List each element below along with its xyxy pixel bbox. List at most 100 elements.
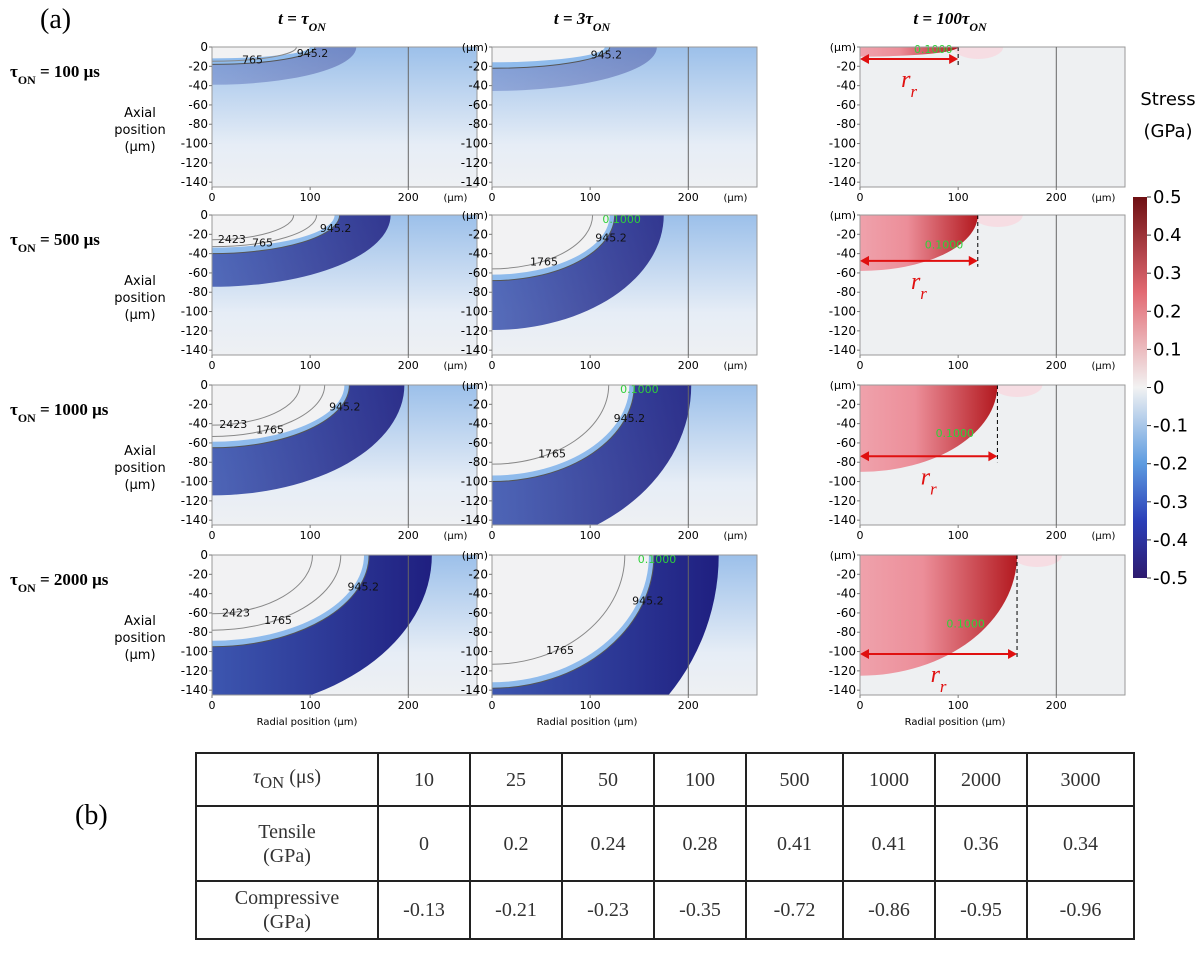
y-tick-label: -120 (181, 664, 208, 678)
text-part: r (910, 82, 917, 101)
y-tick-label: -20 (836, 567, 856, 581)
row-label-line: Compressive (234, 887, 340, 909)
y-axis-label: (μm) (124, 308, 155, 323)
subscript-label: τON = 2000 μs (10, 570, 109, 595)
y-axis-label: (μm) (124, 140, 155, 155)
y-tick-label: -40 (836, 587, 856, 601)
value-cell: -0.35 (653, 880, 747, 940)
x-axis-label: Radial position (μm) (537, 717, 638, 728)
y-axis-label: position (114, 123, 166, 138)
value-cell: -0.23 (561, 880, 655, 940)
y-tick-label: -100 (181, 137, 208, 151)
contour-label: 765 (242, 53, 263, 66)
text-part: = 1000 μs (36, 400, 109, 419)
text-part: τ (10, 400, 18, 419)
y-tick-label: -40 (836, 417, 856, 431)
y-tick-label: -140 (829, 175, 856, 189)
data-row: Tensile (GPa) 0 0.2 0.24 0.28 0.41 0.41 0.36 0.34 (195, 805, 1135, 882)
y-tick-label: 0 (200, 208, 208, 222)
halo (953, 47, 1004, 59)
y-tick-label: -40 (188, 417, 208, 431)
x-tick-label: 0 (857, 191, 864, 204)
x-tick-label: 100 (300, 529, 321, 542)
text-part: = 100 μs (36, 62, 101, 81)
colorbar-title: Stress (1140, 89, 1195, 110)
y-tick-label: -100 (181, 305, 208, 319)
contour-label: 1765 (530, 256, 558, 269)
y-tick-label: -20 (188, 397, 208, 411)
text-part: t = 100τ (913, 9, 969, 28)
x-tick-label: 200 (398, 359, 419, 372)
y-unit: (μm) (830, 41, 856, 54)
y-tick-label: -80 (468, 625, 488, 639)
text-part: (μs) (284, 765, 322, 788)
colorbar-tick-label: 0.2 (1153, 301, 1182, 322)
x-unit: (μm) (443, 531, 467, 542)
y-axis-label: position (114, 291, 166, 306)
row-label: Compressive (GPa) (195, 880, 379, 940)
value-cell: 0.24 (561, 805, 655, 882)
tensile-zone (860, 47, 959, 57)
y-tick-label: -100 (829, 137, 856, 151)
core (492, 385, 630, 476)
y-tick-label: -40 (188, 79, 208, 93)
frame (211, 46, 478, 188)
x-tick-label: 200 (1046, 191, 1067, 204)
subscript-label: rr (901, 67, 917, 101)
colorbar-tick-label: 0.3 (1153, 263, 1182, 284)
row-label: Tensile (GPa) (195, 805, 379, 882)
y-tick-label: -80 (468, 117, 488, 131)
header-cell: 2000 (934, 752, 1028, 807)
y-tick-label: -40 (468, 247, 488, 261)
y-tick-label: -20 (468, 397, 488, 411)
y-tick-label: 0 (200, 40, 208, 54)
value-cell: -0.72 (745, 880, 844, 940)
x-tick-label: 200 (678, 699, 699, 712)
y-tick-label: -20 (188, 567, 208, 581)
y-axis-label: Axial (124, 106, 156, 121)
y-tick-label: -40 (188, 247, 208, 261)
x-tick-label: 100 (580, 529, 601, 542)
heatmap (860, 47, 1125, 187)
y-tick-label: -20 (468, 227, 488, 241)
y-tick-label: -100 (181, 645, 208, 659)
x-tick-label: 0 (209, 191, 216, 204)
x-tick-label: 100 (580, 191, 601, 204)
y-axis-label: Axial (124, 614, 156, 629)
y-tick-label: -120 (461, 324, 488, 338)
header-cell: 3000 (1026, 752, 1135, 807)
row-label-line: Tensile (258, 820, 316, 843)
halo (972, 215, 1023, 227)
x-tick-label: 100 (948, 529, 969, 542)
x-tick-label: 0 (857, 699, 864, 712)
colorbar-tick-label: 0 (1153, 378, 1164, 399)
field (860, 47, 1125, 187)
y-tick-label: -60 (836, 98, 856, 112)
contour-label: 945.2 (632, 595, 664, 608)
y-tick-label: -80 (836, 117, 856, 131)
value-cell: 0.41 (842, 805, 936, 882)
x-tick-label: 100 (300, 191, 321, 204)
x-tick-label: 200 (678, 191, 699, 204)
contour-label: 1765 (546, 644, 574, 657)
y-tick-label: -40 (188, 587, 208, 601)
y-tick-label: -60 (468, 436, 488, 450)
y-tick-label: -140 (461, 175, 488, 189)
frame (859, 46, 1126, 188)
y-tick-label: -80 (468, 455, 488, 469)
x-tick-label: 0 (209, 359, 216, 372)
text-part: r (920, 283, 927, 302)
value-cell: 0.2 (469, 805, 563, 882)
x-tick-label: 200 (678, 359, 699, 372)
heatmap (212, 215, 477, 355)
y-tick-label: -100 (461, 305, 488, 319)
value-cell: 0.41 (745, 805, 844, 882)
panel-label: (a) (40, 4, 71, 35)
y-tick-label: -40 (468, 79, 488, 93)
text-part: t = τ (278, 9, 309, 28)
x-tick-label: 100 (580, 359, 601, 372)
y-tick-label: -60 (836, 436, 856, 450)
heatmap (492, 215, 757, 355)
y-tick-label: -120 (461, 494, 488, 508)
text-part: r (911, 269, 921, 295)
